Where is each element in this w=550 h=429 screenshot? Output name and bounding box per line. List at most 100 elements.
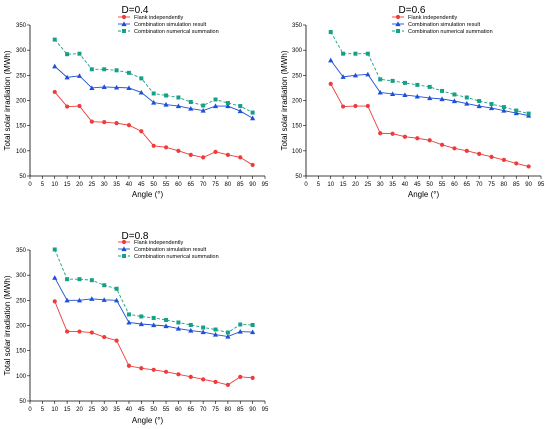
x-tick-label: 55 bbox=[439, 182, 446, 188]
data-point bbox=[102, 67, 107, 72]
data-point bbox=[477, 151, 482, 156]
data-point bbox=[114, 121, 119, 126]
data-point bbox=[89, 67, 94, 72]
data-point bbox=[201, 155, 206, 160]
x-tick-label: 55 bbox=[163, 407, 170, 413]
y-tick-label: 350 bbox=[292, 23, 303, 29]
x-tick-label: 75 bbox=[212, 182, 219, 188]
data-point bbox=[188, 105, 194, 111]
x-tick-label: 30 bbox=[101, 407, 108, 413]
x-tick-label: 50 bbox=[150, 182, 157, 188]
x-tick-label: 95 bbox=[262, 407, 269, 413]
data-point bbox=[238, 155, 243, 160]
data-point bbox=[402, 80, 407, 85]
chart-panel-d06: 0 5 10 15 20 25 30 35 40 45 50 55 60 65 70 75 80 85 90 95 50… bbox=[280, 5, 545, 199]
data-point bbox=[514, 108, 519, 113]
data-point bbox=[176, 320, 181, 325]
x-axis-title: Angle (°) bbox=[132, 416, 164, 425]
data-point bbox=[163, 101, 169, 107]
data-point bbox=[113, 297, 120, 303]
y-axis-title: Total solar irradiation (MWh) bbox=[3, 50, 12, 150]
x-tick-label: 35 bbox=[113, 407, 120, 413]
x-tick-label: 70 bbox=[476, 182, 483, 188]
y-tick-label: 350 bbox=[16, 248, 27, 254]
data-point bbox=[213, 149, 218, 154]
x-tick-label: 10 bbox=[51, 407, 58, 413]
x-tick-label: 0 bbox=[28, 182, 32, 188]
y-tick-label: 300 bbox=[16, 273, 27, 279]
x-tick-label: 5 bbox=[317, 182, 321, 188]
data-point bbox=[477, 99, 482, 104]
data-point bbox=[365, 51, 370, 56]
x-tick-label: 70 bbox=[200, 182, 207, 188]
data-point bbox=[65, 104, 70, 109]
data-point bbox=[328, 57, 334, 63]
legend-marker bbox=[122, 29, 126, 33]
x-tick-label: 40 bbox=[126, 407, 133, 413]
data-point bbox=[378, 131, 383, 136]
legend-label: Combination numerical summation bbox=[134, 29, 219, 35]
data-point bbox=[238, 322, 243, 327]
data-point bbox=[200, 329, 206, 335]
x-tick-label: 55 bbox=[163, 182, 170, 188]
data-point bbox=[89, 330, 94, 335]
data-point bbox=[250, 110, 255, 115]
x-tick-label: 40 bbox=[402, 182, 409, 188]
x-tick-label: 95 bbox=[262, 182, 269, 188]
data-point bbox=[139, 314, 144, 319]
data-point bbox=[501, 107, 507, 113]
y-tick-label: 250 bbox=[16, 298, 27, 304]
data-point bbox=[138, 321, 144, 327]
data-point bbox=[175, 103, 182, 109]
x-tick-label: 45 bbox=[138, 182, 145, 188]
x-tick-label: 35 bbox=[113, 182, 120, 188]
y-tick-label: 250 bbox=[16, 73, 27, 79]
data-point bbox=[464, 148, 469, 153]
y-tick-label: 50 bbox=[19, 174, 26, 180]
legend-label: Flank independently bbox=[134, 240, 183, 246]
data-point bbox=[427, 138, 432, 143]
data-point bbox=[151, 143, 156, 148]
legend-marker bbox=[395, 21, 401, 27]
y-axis-title: Total solar irradiation (MWh) bbox=[3, 275, 12, 375]
series-line-0 bbox=[54, 301, 253, 386]
x-tick-label: 15 bbox=[64, 407, 71, 413]
data-point bbox=[212, 331, 219, 337]
x-tick-label: 30 bbox=[377, 182, 384, 188]
chart-title: D=0.6 bbox=[399, 5, 426, 16]
data-point bbox=[427, 95, 433, 101]
legend-marker bbox=[396, 29, 400, 33]
data-point bbox=[52, 37, 57, 42]
data-point bbox=[225, 101, 230, 106]
data-point bbox=[77, 51, 82, 56]
data-point bbox=[188, 322, 193, 327]
x-tick-label: 50 bbox=[426, 182, 433, 188]
data-point bbox=[139, 76, 144, 81]
data-point bbox=[225, 333, 231, 339]
data-point bbox=[526, 111, 531, 116]
x-tick-label: 20 bbox=[76, 182, 83, 188]
data-point bbox=[353, 51, 358, 56]
data-point bbox=[52, 63, 58, 69]
data-point bbox=[102, 120, 107, 125]
data-point bbox=[102, 283, 107, 288]
data-point bbox=[341, 51, 346, 56]
data-point bbox=[237, 328, 243, 334]
data-point bbox=[139, 366, 144, 371]
data-point bbox=[151, 99, 157, 105]
chart-panel-d08: 0 5 10 15 20 25 30 35 40 45 50 55 60 65 70 75 80 85 90 95 50… bbox=[3, 231, 269, 425]
x-tick-label: 45 bbox=[138, 407, 145, 413]
x-tick-label: 90 bbox=[525, 182, 532, 188]
x-tick-label: 15 bbox=[340, 182, 347, 188]
x-tick-label: 15 bbox=[64, 182, 71, 188]
data-point bbox=[250, 329, 256, 335]
x-tick-label: 10 bbox=[51, 182, 58, 188]
x-tick-label: 95 bbox=[538, 182, 545, 188]
data-point bbox=[513, 110, 519, 116]
data-point bbox=[415, 82, 420, 87]
y-tick-label: 350 bbox=[16, 23, 27, 29]
series-line-2 bbox=[54, 249, 253, 334]
x-tick-label: 80 bbox=[225, 182, 232, 188]
data-point bbox=[126, 70, 131, 75]
data-point bbox=[65, 277, 70, 282]
